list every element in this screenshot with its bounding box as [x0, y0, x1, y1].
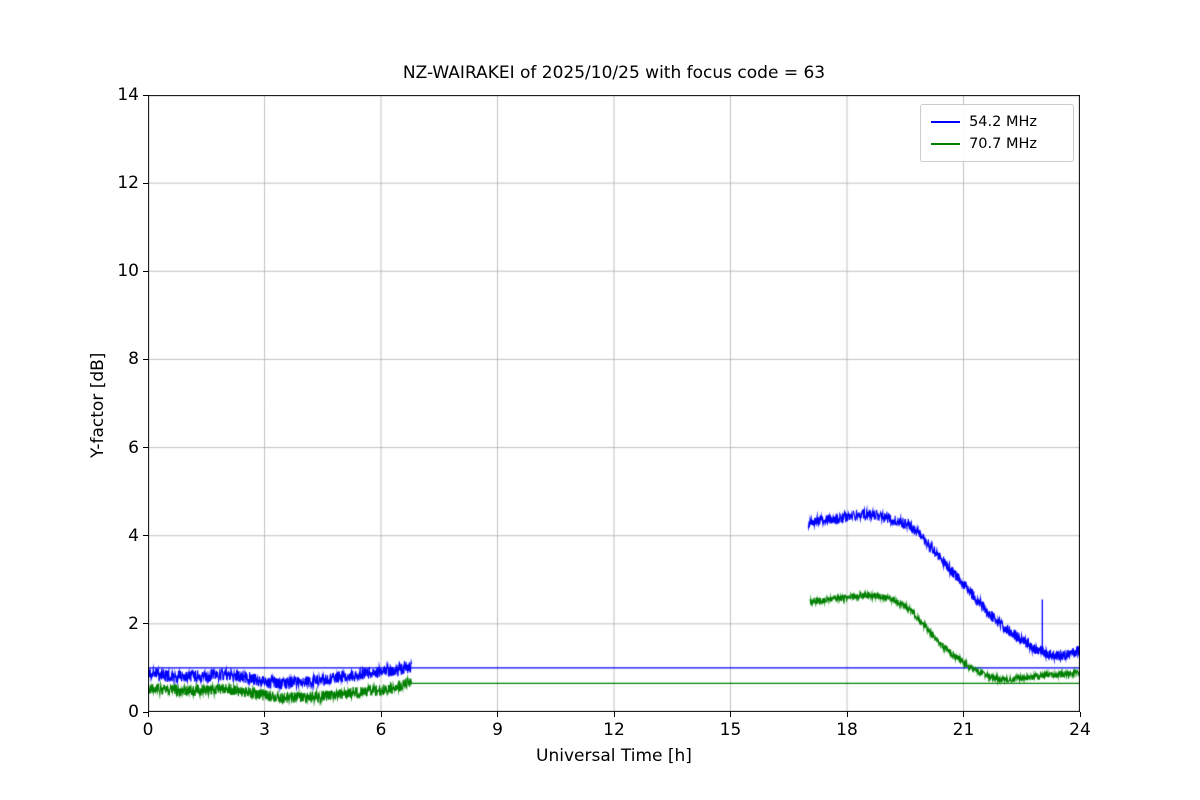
y-tick-label: 6	[99, 438, 139, 458]
x-tick-mark	[264, 712, 265, 717]
legend-entry-54-2mhz: 54.2 MHz	[931, 111, 1063, 133]
chart-figure: NZ-WAIRAKEI of 2025/10/25 with focus cod…	[0, 0, 1200, 800]
x-tick-mark	[963, 712, 964, 717]
x-tick-label: 12	[590, 720, 638, 740]
y-tick-label: 10	[99, 261, 139, 281]
y-tick-mark	[143, 623, 148, 624]
legend-line-blue	[931, 121, 960, 123]
y-tick-mark	[143, 271, 148, 272]
y-tick-label: 0	[99, 702, 139, 722]
plot-canvas	[148, 95, 1080, 712]
x-tick-label: 6	[357, 720, 405, 740]
x-tick-label: 15	[707, 720, 755, 740]
y-tick-label: 8	[99, 349, 139, 369]
y-tick-mark	[143, 95, 148, 96]
x-tick-mark	[1080, 712, 1081, 717]
legend-label-54-2mhz: 54.2 MHz	[969, 114, 1063, 130]
x-tick-label: 24	[1056, 720, 1104, 740]
legend: 54.2 MHz 70.7 MHz	[920, 104, 1074, 162]
legend-line-green	[931, 143, 960, 145]
y-tick-label: 14	[99, 85, 139, 105]
x-tick-mark	[730, 712, 731, 717]
x-tick-label: 0	[124, 720, 172, 740]
x-axis-label: Universal Time [h]	[148, 746, 1080, 766]
legend-entry-70-7mhz: 70.7 MHz	[931, 133, 1063, 155]
x-tick-mark	[614, 712, 615, 717]
x-tick-label: 9	[474, 720, 522, 740]
x-tick-mark	[381, 712, 382, 717]
x-tick-label: 21	[940, 720, 988, 740]
legend-label-70-7mhz: 70.7 MHz	[969, 136, 1063, 152]
y-tick-mark	[143, 712, 148, 713]
y-tick-label: 12	[99, 173, 139, 193]
y-tick-mark	[143, 447, 148, 448]
x-tick-label: 3	[241, 720, 289, 740]
x-tick-mark	[847, 712, 848, 717]
x-tick-mark	[497, 712, 498, 717]
y-tick-mark	[143, 359, 148, 360]
x-tick-mark	[148, 712, 149, 717]
y-tick-mark	[143, 183, 148, 184]
chart-title: NZ-WAIRAKEI of 2025/10/25 with focus cod…	[148, 63, 1080, 83]
y-tick-mark	[143, 535, 148, 536]
y-tick-label: 4	[99, 526, 139, 546]
x-tick-label: 18	[823, 720, 871, 740]
y-tick-label: 2	[99, 614, 139, 634]
